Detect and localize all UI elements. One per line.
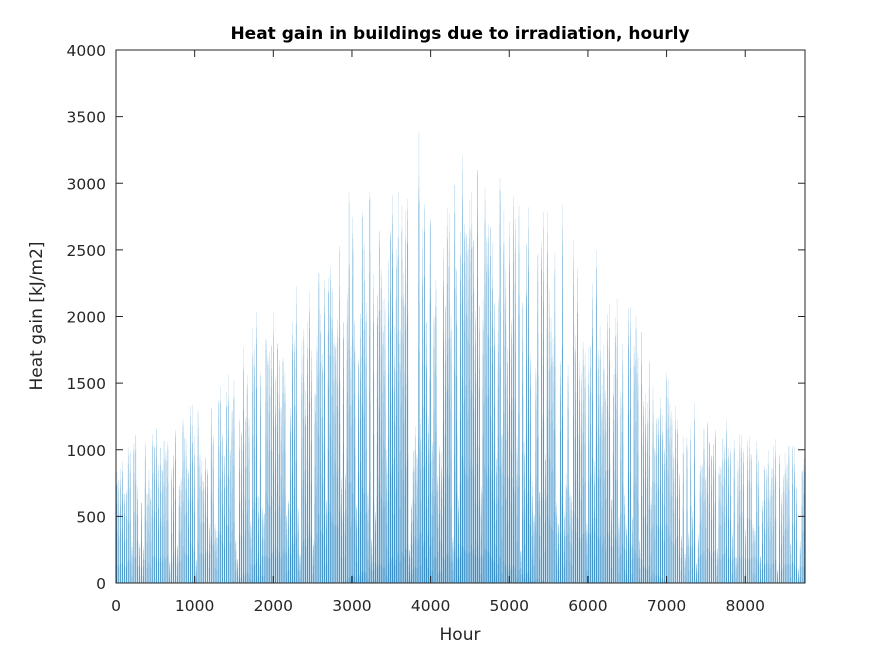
bar-series — [116, 132, 805, 583]
y-tick-label: 500 — [76, 508, 106, 526]
x-tick-label: 0 — [111, 597, 121, 615]
x-tick-label: 5000 — [490, 597, 529, 615]
y-tick-label: 1500 — [67, 375, 106, 393]
x-tick-label: 3000 — [332, 597, 371, 615]
x-axis: 0 1000 2000 3000 4000 5000 6000 7000 8000 — [111, 50, 765, 615]
y-tick-label: 0 — [96, 575, 106, 593]
y-tick-label: 3500 — [67, 109, 106, 127]
y-tick-label: 2500 — [67, 242, 106, 260]
x-tick-label: 6000 — [568, 597, 607, 615]
y-tick-label: 4000 — [67, 42, 106, 60]
x-tick-label: 2000 — [254, 597, 293, 615]
y-tick-label: 2000 — [67, 309, 106, 327]
y-axis: 0 500 1000 1500 2000 2500 3000 3500 4000 — [67, 42, 805, 593]
y-tick-label: 1000 — [67, 442, 106, 460]
x-axis-label: Hour — [440, 625, 481, 645]
chart-title: Heat gain in buildings due to irradiatio… — [230, 24, 689, 44]
y-axis-label: Heat gain [kJ/m2] — [27, 241, 47, 390]
y-tick-label: 3000 — [67, 175, 106, 193]
x-tick-label: 8000 — [725, 597, 764, 615]
x-tick-label: 1000 — [175, 597, 214, 615]
x-tick-label: 4000 — [411, 597, 450, 615]
x-tick-label: 7000 — [647, 597, 686, 615]
